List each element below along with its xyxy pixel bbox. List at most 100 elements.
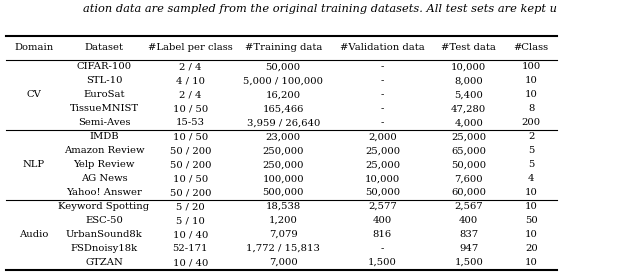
Text: CIFAR-100: CIFAR-100: [76, 62, 132, 72]
Text: 500,000: 500,000: [262, 188, 304, 197]
Text: 4,000: 4,000: [454, 118, 483, 127]
Text: 10: 10: [525, 230, 538, 239]
Text: 10 / 40: 10 / 40: [173, 258, 208, 267]
Text: 5 / 20: 5 / 20: [176, 202, 205, 211]
Text: 50,000: 50,000: [266, 62, 301, 72]
Text: NLP: NLP: [22, 160, 45, 169]
Text: 2,000: 2,000: [368, 132, 397, 141]
Text: -: -: [381, 244, 384, 253]
Text: 50,000: 50,000: [365, 188, 400, 197]
Text: 65,000: 65,000: [451, 146, 486, 155]
Text: 1,500: 1,500: [368, 258, 397, 267]
Text: 100,000: 100,000: [262, 174, 304, 183]
Text: UrbanSound8k: UrbanSound8k: [66, 230, 142, 239]
Text: Domain: Domain: [14, 43, 53, 52]
Text: 4: 4: [528, 174, 534, 183]
Text: #Validation data: #Validation data: [340, 43, 425, 52]
Text: ESC-50: ESC-50: [85, 216, 123, 225]
Text: -: -: [381, 104, 384, 113]
Text: 50 / 200: 50 / 200: [170, 160, 211, 169]
Text: 15-53: 15-53: [176, 118, 205, 127]
Text: #Label per class: #Label per class: [148, 43, 233, 52]
Text: 60,000: 60,000: [451, 188, 486, 197]
Text: 10 / 50: 10 / 50: [173, 132, 208, 141]
Text: 2,577: 2,577: [368, 202, 397, 211]
Text: 52-171: 52-171: [173, 244, 208, 253]
Text: -: -: [381, 76, 384, 86]
Text: 5: 5: [528, 146, 534, 155]
Text: 25,000: 25,000: [451, 132, 486, 141]
Text: 23,000: 23,000: [266, 132, 301, 141]
Text: 16,200: 16,200: [266, 90, 301, 99]
Text: 4 / 10: 4 / 10: [176, 76, 205, 86]
Text: GTZAN: GTZAN: [85, 258, 123, 267]
Text: #Test data: #Test data: [442, 43, 496, 52]
Text: FSDnoisy18k: FSDnoisy18k: [70, 244, 138, 253]
Text: ation data are sampled from the original training datasets. All test sets are ke: ation data are sampled from the original…: [83, 4, 557, 14]
Text: 7,600: 7,600: [454, 174, 483, 183]
Text: 100: 100: [522, 62, 541, 72]
Text: 50 / 200: 50 / 200: [170, 146, 211, 155]
Text: 200: 200: [522, 118, 541, 127]
Text: 10 / 50: 10 / 50: [173, 104, 208, 113]
Text: 10 / 50: 10 / 50: [173, 174, 208, 183]
Text: -: -: [381, 90, 384, 99]
Text: 2: 2: [528, 132, 534, 141]
Text: 947: 947: [459, 244, 479, 253]
Text: 50 / 200: 50 / 200: [170, 188, 211, 197]
Text: 7,000: 7,000: [269, 258, 298, 267]
Text: 25,000: 25,000: [365, 160, 400, 169]
Text: #Training data: #Training data: [244, 43, 322, 52]
Text: 250,000: 250,000: [262, 160, 304, 169]
Text: 10: 10: [525, 76, 538, 86]
Text: TissueMNIST: TissueMNIST: [69, 104, 139, 113]
Text: 250,000: 250,000: [262, 146, 304, 155]
Text: 20: 20: [525, 244, 538, 253]
Text: EuroSat: EuroSat: [83, 90, 125, 99]
Text: 1,772 / 15,813: 1,772 / 15,813: [246, 244, 320, 253]
Text: 25,000: 25,000: [365, 146, 400, 155]
Text: 10: 10: [525, 188, 538, 197]
Text: 1,200: 1,200: [269, 216, 298, 225]
Text: Keyword Spotting: Keyword Spotting: [58, 202, 150, 211]
Text: -: -: [381, 62, 384, 72]
Text: 10 / 40: 10 / 40: [173, 230, 208, 239]
Text: CV: CV: [26, 90, 41, 99]
Text: Yahoo! Answer: Yahoo! Answer: [66, 188, 142, 197]
Text: -: -: [381, 118, 384, 127]
Text: 5,400: 5,400: [454, 90, 483, 99]
Text: Semi-Aves: Semi-Aves: [77, 118, 131, 127]
Text: 18,538: 18,538: [266, 202, 301, 211]
Text: AG News: AG News: [81, 174, 127, 183]
Text: 2,567: 2,567: [454, 202, 483, 211]
Text: 400: 400: [372, 216, 392, 225]
Text: 7,079: 7,079: [269, 230, 298, 239]
Text: 3,959 / 26,640: 3,959 / 26,640: [246, 118, 320, 127]
Text: Amazon Review: Amazon Review: [64, 146, 144, 155]
Text: 5 / 10: 5 / 10: [176, 216, 205, 225]
Text: 8,000: 8,000: [454, 76, 483, 86]
Text: IMDB: IMDB: [89, 132, 119, 141]
Text: 1,500: 1,500: [454, 258, 483, 267]
Text: 2 / 4: 2 / 4: [179, 90, 202, 99]
Text: 400: 400: [459, 216, 479, 225]
Text: 10: 10: [525, 258, 538, 267]
Text: 816: 816: [373, 230, 392, 239]
Text: Audio: Audio: [19, 230, 48, 239]
Text: 837: 837: [460, 230, 478, 239]
Text: Yelp Review: Yelp Review: [74, 160, 134, 169]
Text: 2 / 4: 2 / 4: [179, 62, 202, 72]
Text: 5,000 / 100,000: 5,000 / 100,000: [243, 76, 323, 86]
Text: STL-10: STL-10: [86, 76, 122, 86]
Text: 165,466: 165,466: [262, 104, 304, 113]
Text: 10,000: 10,000: [365, 174, 400, 183]
Text: 50: 50: [525, 216, 538, 225]
Text: 50,000: 50,000: [451, 160, 486, 169]
Text: 8: 8: [528, 104, 534, 113]
Text: 10,000: 10,000: [451, 62, 486, 72]
Text: 10: 10: [525, 202, 538, 211]
Text: 5: 5: [528, 160, 534, 169]
Text: 47,280: 47,280: [451, 104, 486, 113]
Text: #Class: #Class: [514, 43, 548, 52]
Text: 10: 10: [525, 90, 538, 99]
